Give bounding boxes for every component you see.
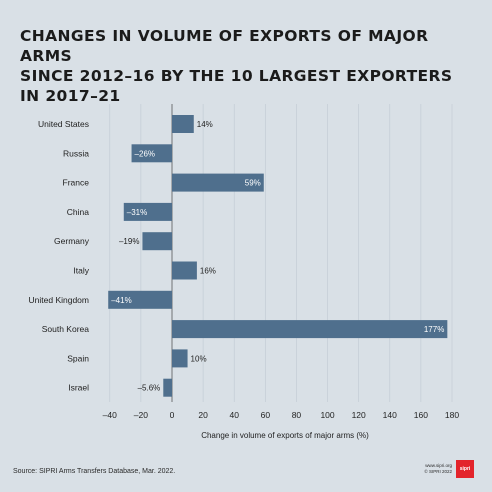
bar-israel (163, 378, 172, 397)
bar-spain (172, 349, 188, 368)
category-label: China (67, 207, 89, 217)
data-label: 16% (200, 267, 216, 276)
sipri-logo: sipri (456, 460, 474, 478)
bar-united-states (172, 115, 194, 133)
x-tick-label: 60 (261, 410, 271, 420)
bar-china (123, 202, 172, 221)
x-tick-label: 120 (352, 410, 366, 420)
data-label: –41% (111, 296, 131, 305)
data-label: 14% (197, 120, 213, 129)
data-label: –5.6% (138, 384, 161, 393)
x-tick-label: 40 (229, 410, 239, 420)
bar-italy (172, 261, 197, 280)
x-tick-label: 100 (320, 410, 334, 420)
bar-france (172, 173, 264, 192)
data-label: 10% (191, 354, 207, 363)
category-label: Germany (54, 236, 90, 246)
category-label: United States (38, 119, 89, 129)
x-tick-label: 20 (198, 410, 208, 420)
chart-title: CHANGES IN VOLUME OF EXPORTS OF MAJOR AR… (20, 27, 453, 105)
bar-germany (142, 232, 172, 251)
x-tick-label: 180 (445, 410, 459, 420)
source-note: Source: SIPRI Arms Transfers Database, M… (13, 468, 176, 475)
data-label: 177% (424, 325, 444, 334)
bar-united-kingdom (108, 290, 172, 309)
footer-url: www.sipri.org (425, 463, 452, 468)
x-axis-label: Change in volume of exports of major arm… (201, 431, 369, 440)
x-tick-label: 80 (292, 410, 302, 420)
bar-russia (131, 144, 172, 163)
x-tick-label: 160 (414, 410, 428, 420)
category-label: Russia (63, 148, 89, 158)
footer-credits: www.sipri.org © SIPRI 2022 (408, 463, 452, 475)
category-label: United Kingdom (29, 295, 89, 305)
category-label: Italy (73, 266, 89, 276)
bar-south-korea (172, 320, 448, 339)
bar-chart: United States 14% Russia –26% France 59% China… (29, 104, 459, 440)
category-label: France (63, 178, 90, 188)
x-tick-label: –40 (103, 410, 117, 420)
data-label: 59% (245, 179, 261, 188)
category-label: Israel (68, 383, 89, 393)
footer-copyright: © SIPRI 2022 (424, 469, 452, 474)
x-tick-label: 0 (170, 410, 175, 420)
data-label: –26% (135, 149, 155, 158)
x-tick-label: 140 (383, 410, 397, 420)
category-label: South Korea (42, 324, 90, 334)
data-label: –19% (119, 237, 139, 246)
data-label: –31% (127, 208, 147, 217)
category-label: Spain (67, 353, 89, 363)
x-tick-label: –20 (134, 410, 148, 420)
